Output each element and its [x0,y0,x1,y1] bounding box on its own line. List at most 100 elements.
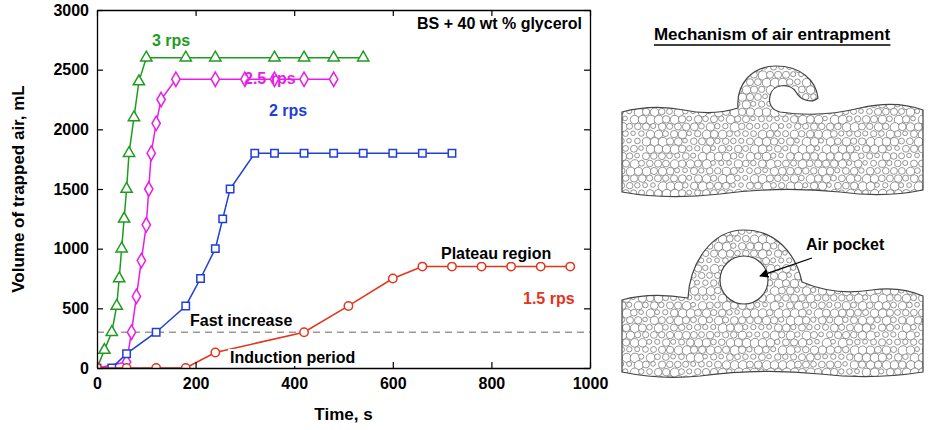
foam-bubble [818,376,826,384]
foam-bubble [803,123,809,129]
foam-bubble [647,160,654,167]
foam-bubble [858,302,867,311]
foam-bubble [774,368,782,376]
foam-bubble [667,79,673,85]
foam-bubble [670,324,677,331]
tick-label: 0 [80,360,89,377]
foam-bubble [654,160,661,167]
foam-bubble [810,346,818,354]
foam-bubble [911,339,917,345]
foam-bubble [918,160,925,167]
foam-bubble [647,57,653,63]
foam-bubble [890,79,898,87]
foam-bubble [711,72,717,78]
foam-bubble [614,279,623,288]
foam-bubble [914,317,921,324]
series-label: 2 rps [269,102,307,119]
foam-bubble [850,317,857,324]
foam-bubble [635,332,641,338]
foam-bubble [747,168,753,174]
foam-bubble [811,94,817,100]
foam-bubble [734,220,742,228]
foam-bubble [638,279,646,287]
foam-bubble [895,160,902,167]
marker [182,364,190,368]
foam-bubble [823,265,829,271]
foam-bubble [830,86,838,94]
foam-bubble [899,153,905,159]
foam-bubble [771,183,777,189]
foam-bubble [762,346,769,353]
foam-bubble [915,302,920,307]
foam-bubble [915,287,921,293]
foam-bubble [754,153,761,160]
foam-bubble [899,183,904,188]
tick-mark [584,70,590,71]
foam-bubble [767,309,773,315]
foam-bubble [686,250,696,260]
foam-bubble [918,145,926,153]
foam-bubble [707,272,713,278]
foam-bubble [846,145,854,153]
foam-bubble [910,309,917,316]
foam-bubble [659,108,665,114]
foam-bubble [654,56,661,63]
foam-bubble [642,287,650,295]
foam-bubble [699,228,705,234]
foam-bubble [919,265,925,271]
foam-bubble [694,116,702,124]
foam-bubble [639,71,645,77]
foam-bubble [902,235,911,244]
foam-bubble [695,280,700,285]
texts: Time, sVolume of trapped air, mLBS + 40 … [9,15,582,424]
foam-bubble [714,361,721,368]
foam-bubble [714,79,722,87]
foam-bubble [631,131,636,136]
foam-bubble [642,138,650,146]
foam-bubble [822,56,829,63]
foam-bubble [662,56,670,64]
foam-bubble [882,168,889,175]
foam-bubble [731,243,736,248]
foam-bubble [647,324,653,330]
foam-bubble [867,109,873,115]
marker [300,149,307,156]
foam-bubble [738,331,746,339]
foam-bubble [910,160,917,167]
foam-bubble [746,317,753,324]
foam-bubble [703,354,708,359]
foam-bubble [666,167,674,175]
foam-bubble [667,361,674,368]
foam-bubble [810,228,819,237]
foam-bubble [714,64,722,72]
foam-bubble [683,79,688,84]
foam-bubble [750,250,757,257]
foam-bubble [735,235,741,241]
foam-bubble [798,309,806,317]
foam-bubble [899,376,904,381]
foam-bubble [787,258,792,263]
marker [123,350,130,357]
foam-bubble [790,294,798,302]
foam-bubble [650,93,659,102]
foam-bubble [826,123,833,130]
foam-bubble [690,228,699,237]
foam-bubble [686,220,696,230]
foam-bubble [767,116,772,121]
foam-bubble [890,228,897,235]
foam-bubble [726,250,733,257]
foam-bubble [771,347,776,352]
foam-bubble [711,161,716,166]
foam-bubble [750,235,758,243]
foam-bubble [882,108,889,115]
foam-bubble [847,116,852,121]
foam-bubble [619,64,625,70]
foam-bubble [674,242,682,250]
foam-bubble [883,123,889,129]
marker [152,328,159,335]
foam-bubble [690,287,698,295]
foam-bubble [807,339,813,345]
tick: 0 [80,360,103,377]
foam-bubble [763,123,769,129]
foam-bubble [698,138,705,145]
